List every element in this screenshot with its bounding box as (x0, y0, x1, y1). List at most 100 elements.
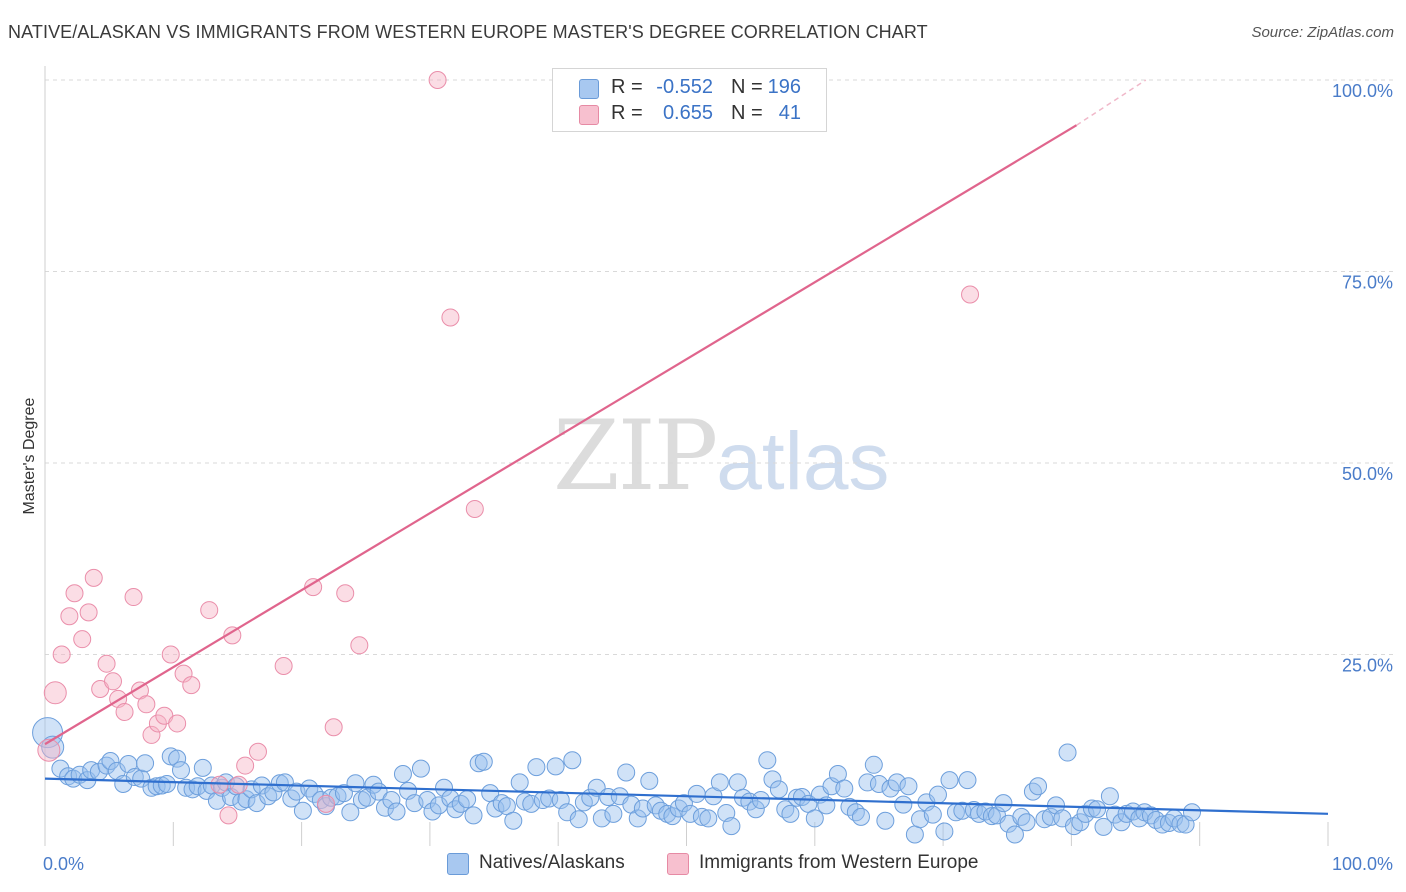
immigrants-point (103, 672, 122, 691)
immigrants-point (60, 607, 79, 626)
natives-point (787, 788, 806, 807)
natives-point (107, 761, 126, 780)
legend-row-immigrants: R = 0.655 N = 41 (553, 101, 826, 127)
natives-point (418, 791, 437, 810)
natives-swatch (579, 79, 599, 99)
immigrants-point (37, 738, 61, 762)
n-label: N = (731, 76, 763, 98)
natives-point (1017, 813, 1036, 832)
natives-point (237, 790, 256, 809)
y-tick-label: 100.0% (1332, 81, 1393, 101)
immigrants-point (73, 630, 92, 649)
natives-point (728, 773, 747, 792)
natives-point (101, 751, 120, 770)
y-tick-label: 50.0% (1342, 464, 1393, 484)
natives-point (1071, 813, 1090, 832)
immigrants-point (223, 626, 242, 645)
natives-point (928, 785, 947, 804)
immigrants-swatch (579, 105, 599, 125)
natives-point (382, 791, 401, 810)
natives-point (527, 758, 546, 777)
immigrants-point (248, 742, 267, 761)
immigrants-point (324, 718, 343, 737)
natives-point (510, 773, 529, 792)
natives-point (982, 807, 1001, 826)
natives-point (1041, 807, 1060, 826)
natives-point (699, 809, 718, 828)
natives-point (1183, 803, 1202, 822)
natives-point (247, 794, 266, 813)
natives-point (905, 825, 924, 844)
natives-point (132, 769, 151, 788)
natives-point (1029, 777, 1048, 796)
natives-point (293, 801, 312, 820)
natives-point (375, 798, 394, 817)
immigrants-legend-label: Immigrants from Western Europe (699, 852, 979, 873)
axes (44, 66, 1329, 846)
legend-row-natives: R = -0.552 N = 196 (553, 75, 826, 101)
natives-trend-line (44, 777, 1329, 815)
natives-point (805, 809, 824, 828)
immigrants-point (65, 584, 84, 603)
natives-point (876, 811, 895, 830)
trend-lines (44, 79, 1329, 815)
natives-point (674, 794, 693, 813)
natives-points (32, 717, 1202, 844)
immigrants-trend-extension (1076, 79, 1147, 126)
natives-point (464, 806, 483, 825)
natives-point (270, 774, 289, 793)
immigrants-point (142, 725, 161, 744)
natives-point (628, 809, 647, 828)
chart-title: NATIVE/ALASKAN VS IMMIGRANTS FROM WESTER… (8, 22, 928, 42)
natives-legend-swatch (447, 853, 469, 875)
natives-point (193, 758, 212, 777)
natives-point (687, 784, 706, 803)
natives-point (792, 787, 811, 806)
natives-point (935, 822, 954, 841)
immigrants-point (79, 603, 98, 622)
x-tick-label: 100.0% (1332, 854, 1393, 874)
immigrants-point (274, 656, 293, 675)
natives-point (1094, 817, 1113, 836)
r-value: 0.655 (662, 102, 713, 124)
immigrants-point (43, 681, 67, 705)
immigrants-point (441, 308, 460, 327)
natives-point (781, 804, 800, 823)
n-value: 196 (767, 76, 801, 98)
natives-point (1005, 825, 1024, 844)
natives-point (435, 778, 454, 797)
immigrants-point (161, 645, 180, 664)
y-axis-label: Master's Degree (21, 397, 38, 514)
natives-point (1058, 743, 1077, 762)
natives-point (569, 810, 588, 829)
natives-point (558, 803, 577, 822)
natives-point (751, 791, 770, 810)
natives-point (358, 788, 377, 807)
immigrants-point (84, 568, 103, 587)
natives-point (864, 755, 883, 774)
natives-point (1023, 782, 1042, 801)
natives-point (958, 771, 977, 790)
natives-point (1088, 800, 1107, 819)
immigrants-point (52, 645, 71, 664)
natives-point (411, 759, 430, 778)
immigrants-points (37, 71, 980, 825)
natives-point (1153, 815, 1172, 834)
natives-point (923, 805, 942, 824)
natives-point (51, 759, 70, 778)
natives-point (1100, 787, 1119, 806)
gridlines (45, 79, 1395, 655)
natives-point (341, 803, 360, 822)
natives-point (710, 773, 729, 792)
natives-point (1171, 814, 1190, 833)
natives-point (640, 771, 659, 790)
natives-point (940, 771, 959, 790)
x-tick-label: 0.0% (43, 854, 84, 874)
immigrants-point (316, 794, 335, 813)
natives-point (1112, 813, 1131, 832)
natives-point (458, 790, 477, 809)
natives-point (722, 817, 741, 836)
immigrants-point (168, 714, 187, 733)
r-label: R = (611, 102, 643, 124)
natives-point (758, 751, 777, 770)
